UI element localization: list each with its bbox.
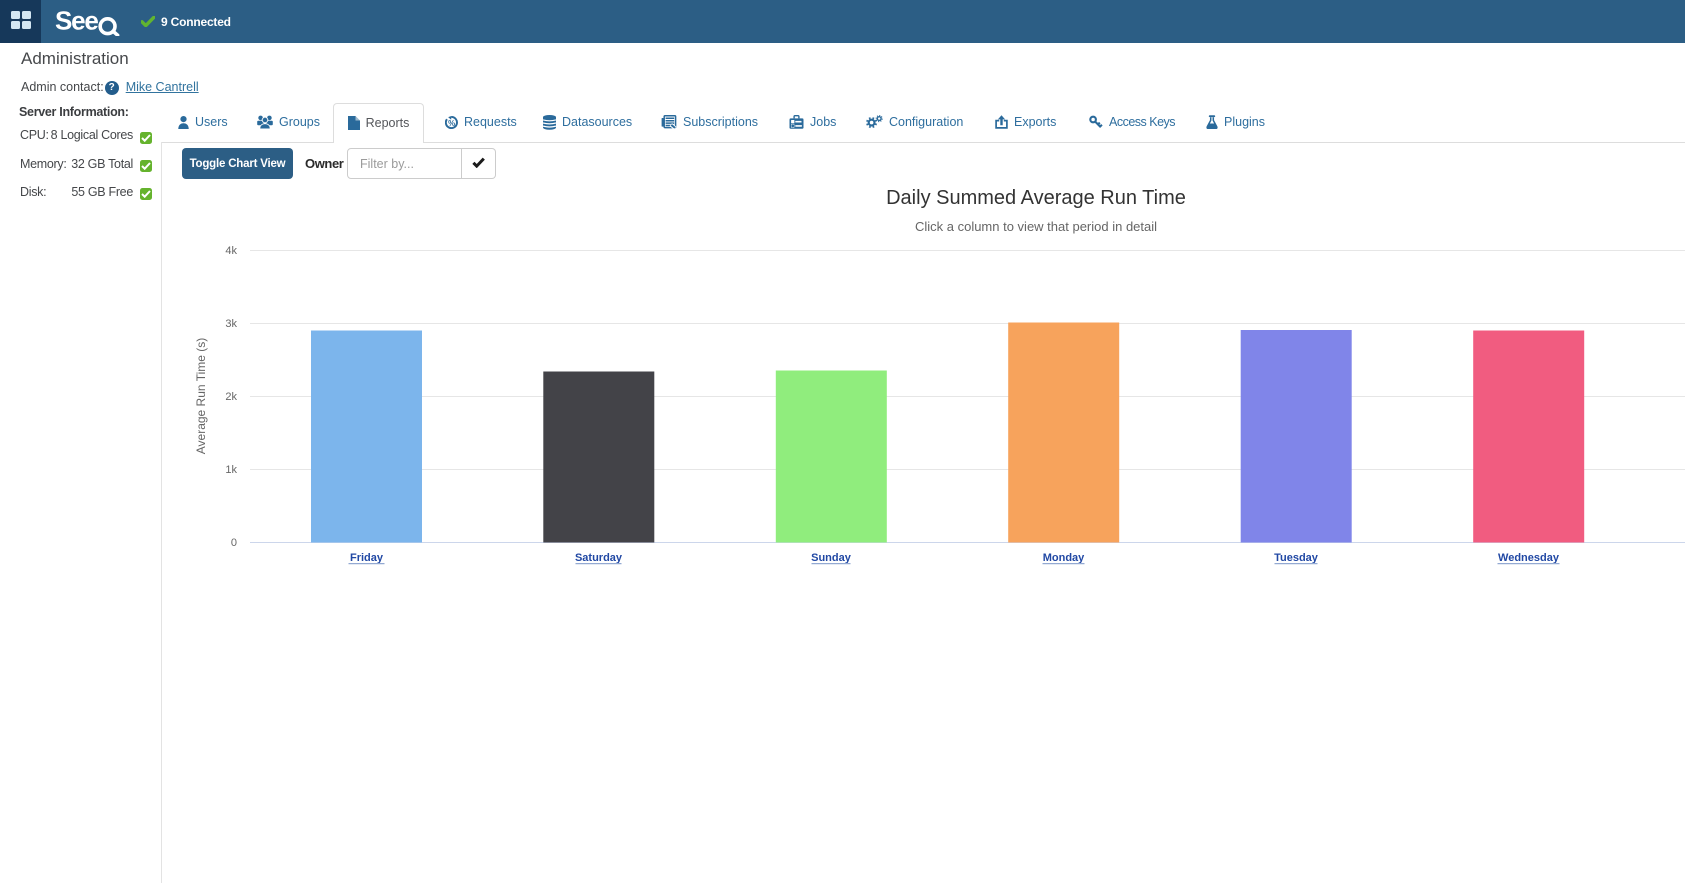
svg-text:2k: 2k xyxy=(225,391,237,403)
svg-text:Friday: Friday xyxy=(350,552,384,564)
svg-text:Daily Summed Average Run Time: Daily Summed Average Run Time xyxy=(886,187,1186,209)
svg-text:Sunday: Sunday xyxy=(811,552,852,564)
svg-text:Wednesday: Wednesday xyxy=(1498,552,1560,564)
svg-text:0: 0 xyxy=(231,537,237,549)
svg-text:Average Run Time (s): Average Run Time (s) xyxy=(194,338,208,455)
svg-text:Tuesday: Tuesday xyxy=(1274,552,1319,564)
svg-text:Saturday: Saturday xyxy=(575,552,623,564)
svg-text:%: % xyxy=(448,118,455,127)
svg-text:4k: 4k xyxy=(225,245,237,257)
svg-text:Click a column to view that pe: Click a column to view that period in de… xyxy=(915,219,1157,234)
svg-text:3k: 3k xyxy=(225,318,237,330)
svg-text:See: See xyxy=(55,6,98,36)
svg-text:1k: 1k xyxy=(225,464,237,476)
svg-text:Monday: Monday xyxy=(1043,552,1085,564)
